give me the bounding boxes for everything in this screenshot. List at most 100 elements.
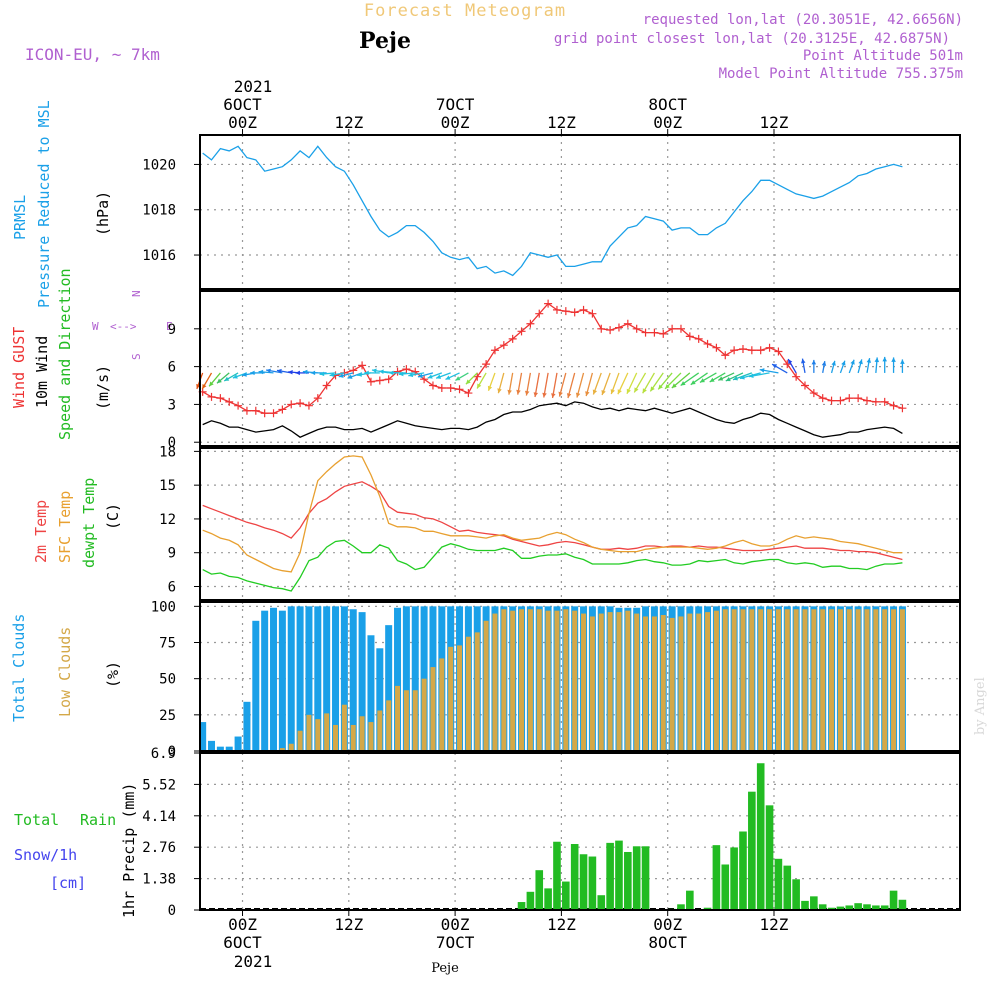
low-cloud-bar	[288, 743, 294, 751]
wind-arrow-head	[487, 385, 493, 391]
wind-arrow	[223, 372, 239, 382]
gust-marker	[269, 409, 278, 418]
wind-arrow	[408, 372, 425, 378]
bottom-tick-hour: 00Z	[228, 915, 257, 934]
gust-marker	[800, 381, 809, 390]
wind-arrow-head	[709, 377, 715, 382]
wind-arrow	[649, 372, 664, 392]
2m-temp-line	[202, 481, 903, 561]
wind-arrow-head	[585, 391, 590, 397]
top-tick-date: 6OCT	[223, 95, 262, 114]
temp2m-label: 2m Temp	[32, 500, 50, 563]
y-tick-label: 25	[159, 708, 176, 724]
low-cloud-bar	[333, 724, 339, 751]
gust-marker	[313, 394, 322, 403]
wind-arrow-head	[524, 390, 530, 396]
total-cloud-bar	[243, 701, 251, 751]
wind-arrow-head	[718, 376, 724, 381]
top-tick-date: 8OCT	[648, 95, 687, 114]
wind-arrow	[900, 359, 905, 373]
low-cloud-bar	[359, 716, 365, 751]
dew-label: dewpt Temp	[80, 478, 98, 568]
product-title: Forecast Meteogram	[364, 1, 566, 21]
y-tick-label: 100	[151, 599, 176, 615]
low-cloud-bar	[581, 613, 587, 751]
gust-marker	[473, 372, 482, 381]
low-cloud-bar	[758, 609, 764, 751]
pressure-label-1: PRMSL	[11, 195, 29, 240]
wind-arrow	[839, 360, 846, 374]
low-cloud-bar	[324, 713, 330, 751]
wind-arrow	[329, 372, 345, 377]
wind-arrow-head	[364, 370, 369, 376]
low-cloud-bar	[669, 617, 675, 751]
wind-arrow-head	[882, 356, 887, 362]
wind-arrow	[585, 372, 594, 397]
wind-arrow-head	[558, 391, 563, 397]
y-tick-label: 12	[159, 512, 176, 528]
wind-arrow-head	[733, 376, 739, 381]
gust-marker	[792, 372, 801, 381]
low-cloud-bar	[306, 714, 312, 751]
low-cloud-bar	[563, 609, 569, 751]
gust-label: Wind GUST	[10, 327, 28, 408]
gust-marker	[393, 367, 402, 376]
wind-arrow-head	[258, 369, 264, 375]
wind-arrow-head	[477, 383, 482, 389]
credit-label: by Angel	[973, 677, 988, 735]
rain-bar	[588, 856, 597, 910]
top-tick-hour: 00Z	[441, 113, 470, 132]
low-cloud-bar	[554, 610, 560, 751]
wind-arrow-head	[533, 392, 539, 398]
panel-frame	[199, 752, 961, 911]
y-tick-label: 50	[159, 672, 176, 688]
rain-bar	[792, 879, 800, 910]
total-cloud-bar	[296, 606, 304, 751]
low-cloud-bar	[430, 667, 436, 751]
wind-arrow	[435, 372, 451, 379]
top-tick-hour: 12Z	[334, 113, 363, 132]
wind-arrow-head	[891, 357, 896, 362]
station-title: Peje	[359, 28, 411, 54]
low-cloud-bar	[767, 609, 773, 751]
gust-marker	[845, 394, 854, 403]
gust-marker	[712, 343, 721, 352]
wind-arrow	[717, 372, 735, 381]
total-cloud-bar	[261, 610, 269, 751]
rain-bar	[730, 847, 738, 910]
bottom-tick-hour: 12Z	[760, 915, 789, 934]
gust-marker	[428, 381, 437, 390]
wind-arrow-head	[266, 368, 271, 374]
y-tick-label: 18	[159, 444, 176, 460]
model-altitude: Model Point Altitude 755.375m	[719, 66, 963, 82]
low-cloud-bar	[279, 748, 285, 751]
wind-arrow	[516, 372, 523, 395]
bottom-tick-hour: 00Z	[441, 915, 470, 934]
gust-marker	[561, 307, 570, 316]
precip-unit: 1hr Precip (mm)	[120, 783, 138, 918]
wind-arrow	[759, 368, 779, 374]
rain-bar	[562, 881, 570, 910]
gust-marker	[446, 384, 455, 393]
wind-arrow	[455, 372, 469, 381]
wind-arrow-head	[610, 389, 615, 395]
low-cloud-bar	[731, 609, 737, 751]
wind-arrow	[302, 369, 318, 375]
wind-arrow-head	[658, 384, 663, 390]
gust-marker	[774, 347, 783, 356]
wind-arrow	[671, 372, 691, 389]
rain-bar	[827, 907, 836, 910]
wind-arrow	[558, 372, 567, 397]
gust-marker	[437, 384, 446, 393]
y-tick-label: 0	[168, 435, 176, 451]
y-tick-label: 1016	[142, 248, 176, 264]
wind-arrow-head	[329, 372, 335, 377]
total-cloud-bar	[367, 635, 375, 751]
wind-arrow	[0, 0, 929, 373]
sfc-temp-line	[202, 455, 903, 573]
low-cloud-bar	[421, 678, 427, 751]
wind-arrow	[626, 372, 638, 395]
rain-bar	[880, 905, 889, 910]
rain-bar	[863, 904, 871, 910]
low-cloud-bar	[589, 616, 595, 751]
